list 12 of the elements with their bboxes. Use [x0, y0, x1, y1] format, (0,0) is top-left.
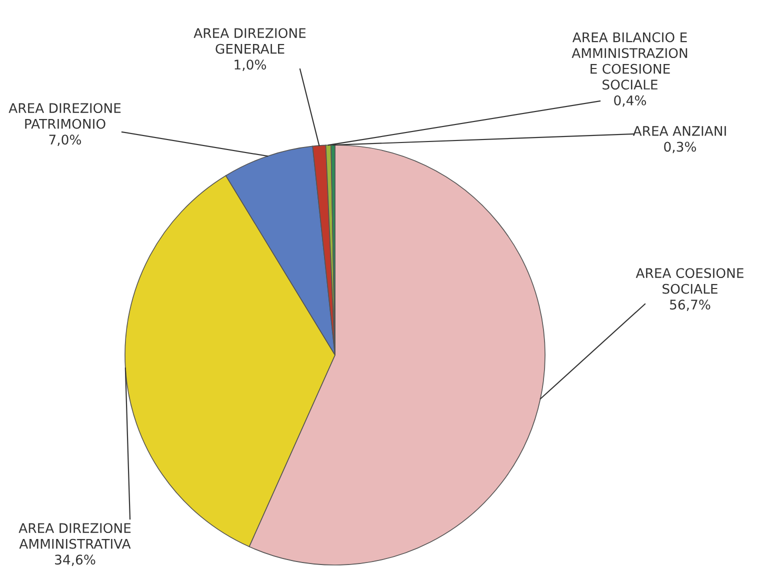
data-label: 1,0%	[234, 60, 266, 71]
slice-label: AREA DIREZIONE GENERALE	[194, 28, 306, 54]
data-label: 56,7%	[670, 300, 710, 311]
data-label: 7,0%	[49, 134, 82, 146]
data-label: 0,3%	[664, 142, 696, 154]
data-label: 34,6%	[55, 554, 96, 566]
slice-label: AREA BILANCIO E AMMINISTRAZION E COESIONE SOCIALE	[572, 32, 688, 90]
slice-label: AREA COESIONE SOCIALE	[636, 268, 744, 294]
slice-label: AREA DIREZIONE AMMINISTRATIVA	[18, 523, 131, 549]
data-label: 0,4%	[614, 95, 646, 107]
slice-label: AREA ANZIANI	[632, 126, 726, 136]
slice-label: AREA DIREZIONE PATRIMONIO	[8, 103, 121, 129]
